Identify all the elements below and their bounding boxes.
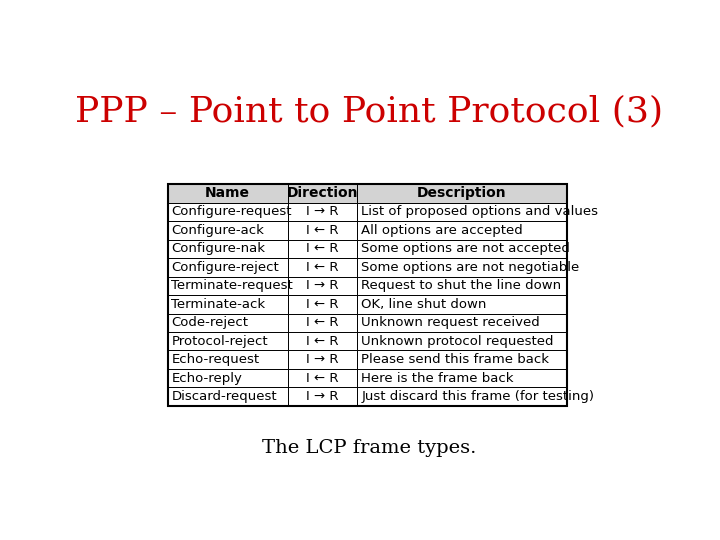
Text: Request to shut the line down: Request to shut the line down [361, 279, 562, 292]
Bar [168, 332, 287, 350]
Bar [287, 184, 357, 202]
Bar [168, 258, 287, 276]
Bar [287, 202, 357, 221]
Text: Unknown protocol requested: Unknown protocol requested [361, 335, 554, 348]
Bar [168, 202, 287, 221]
Text: Code-reject: Code-reject [171, 316, 248, 329]
Text: All options are accepted: All options are accepted [361, 224, 523, 237]
Text: I ← R: I ← R [306, 242, 338, 255]
Bar [168, 276, 287, 295]
Text: Terminate-request: Terminate-request [171, 279, 293, 292]
Text: Configure-reject: Configure-reject [171, 261, 279, 274]
Text: Here is the frame back: Here is the frame back [361, 372, 514, 384]
Text: Description: Description [417, 186, 507, 200]
Text: Some options are not negotiable: Some options are not negotiable [361, 261, 580, 274]
Bar [357, 332, 567, 350]
Text: OK, line shut down: OK, line shut down [361, 298, 487, 311]
Text: I ← R: I ← R [306, 224, 338, 237]
Bar [287, 295, 357, 314]
Bar [168, 221, 287, 240]
Bar [168, 369, 287, 387]
Text: I ← R: I ← R [306, 372, 338, 384]
Text: Configure-ack: Configure-ack [171, 224, 264, 237]
Bar [168, 240, 287, 258]
Bar [168, 314, 287, 332]
Text: I → R: I → R [306, 279, 338, 292]
Bar [357, 314, 567, 332]
Text: Protocol-reject: Protocol-reject [171, 335, 268, 348]
Bar [357, 240, 567, 258]
Bar [357, 184, 567, 202]
Text: I ← R: I ← R [306, 298, 338, 311]
Text: Unknown request received: Unknown request received [361, 316, 540, 329]
Bar [168, 350, 287, 369]
Bar [287, 276, 357, 295]
Text: I → R: I → R [306, 205, 338, 218]
Text: Name: Name [205, 186, 250, 200]
Text: Direction: Direction [287, 186, 359, 200]
Text: Discard-request: Discard-request [171, 390, 277, 403]
Bar [357, 276, 567, 295]
Text: Configure-request: Configure-request [171, 205, 292, 218]
Bar [357, 350, 567, 369]
Bar [287, 258, 357, 276]
Text: I → R: I → R [306, 390, 338, 403]
Text: The LCP frame types.: The LCP frame types. [262, 439, 476, 457]
Text: Terminate-ack: Terminate-ack [171, 298, 266, 311]
Bar [287, 332, 357, 350]
Text: PPP – Point to Point Protocol (3): PPP – Point to Point Protocol (3) [75, 94, 663, 128]
Bar [357, 258, 567, 276]
Text: Configure-nak: Configure-nak [171, 242, 266, 255]
Bar [168, 295, 287, 314]
Bar [287, 369, 357, 387]
Bar [287, 221, 357, 240]
Bar [287, 350, 357, 369]
Text: Please send this frame back: Please send this frame back [361, 353, 549, 366]
Text: Just discard this frame (for testing): Just discard this frame (for testing) [361, 390, 594, 403]
Text: Echo-reply: Echo-reply [171, 372, 242, 384]
Text: Some options are not accepted: Some options are not accepted [361, 242, 570, 255]
Text: I ← R: I ← R [306, 335, 338, 348]
Bar [357, 387, 567, 406]
Bar [287, 240, 357, 258]
Bar [357, 221, 567, 240]
Bar [168, 184, 287, 202]
Bar [168, 184, 567, 406]
Bar [287, 314, 357, 332]
Bar [287, 387, 357, 406]
Text: List of proposed options and values: List of proposed options and values [361, 205, 598, 218]
Bar [357, 202, 567, 221]
Bar [357, 369, 567, 387]
Text: I ← R: I ← R [306, 316, 338, 329]
Text: I ← R: I ← R [306, 261, 338, 274]
Text: I → R: I → R [306, 353, 338, 366]
Bar [357, 295, 567, 314]
Text: Echo-request: Echo-request [171, 353, 259, 366]
Bar [168, 387, 287, 406]
